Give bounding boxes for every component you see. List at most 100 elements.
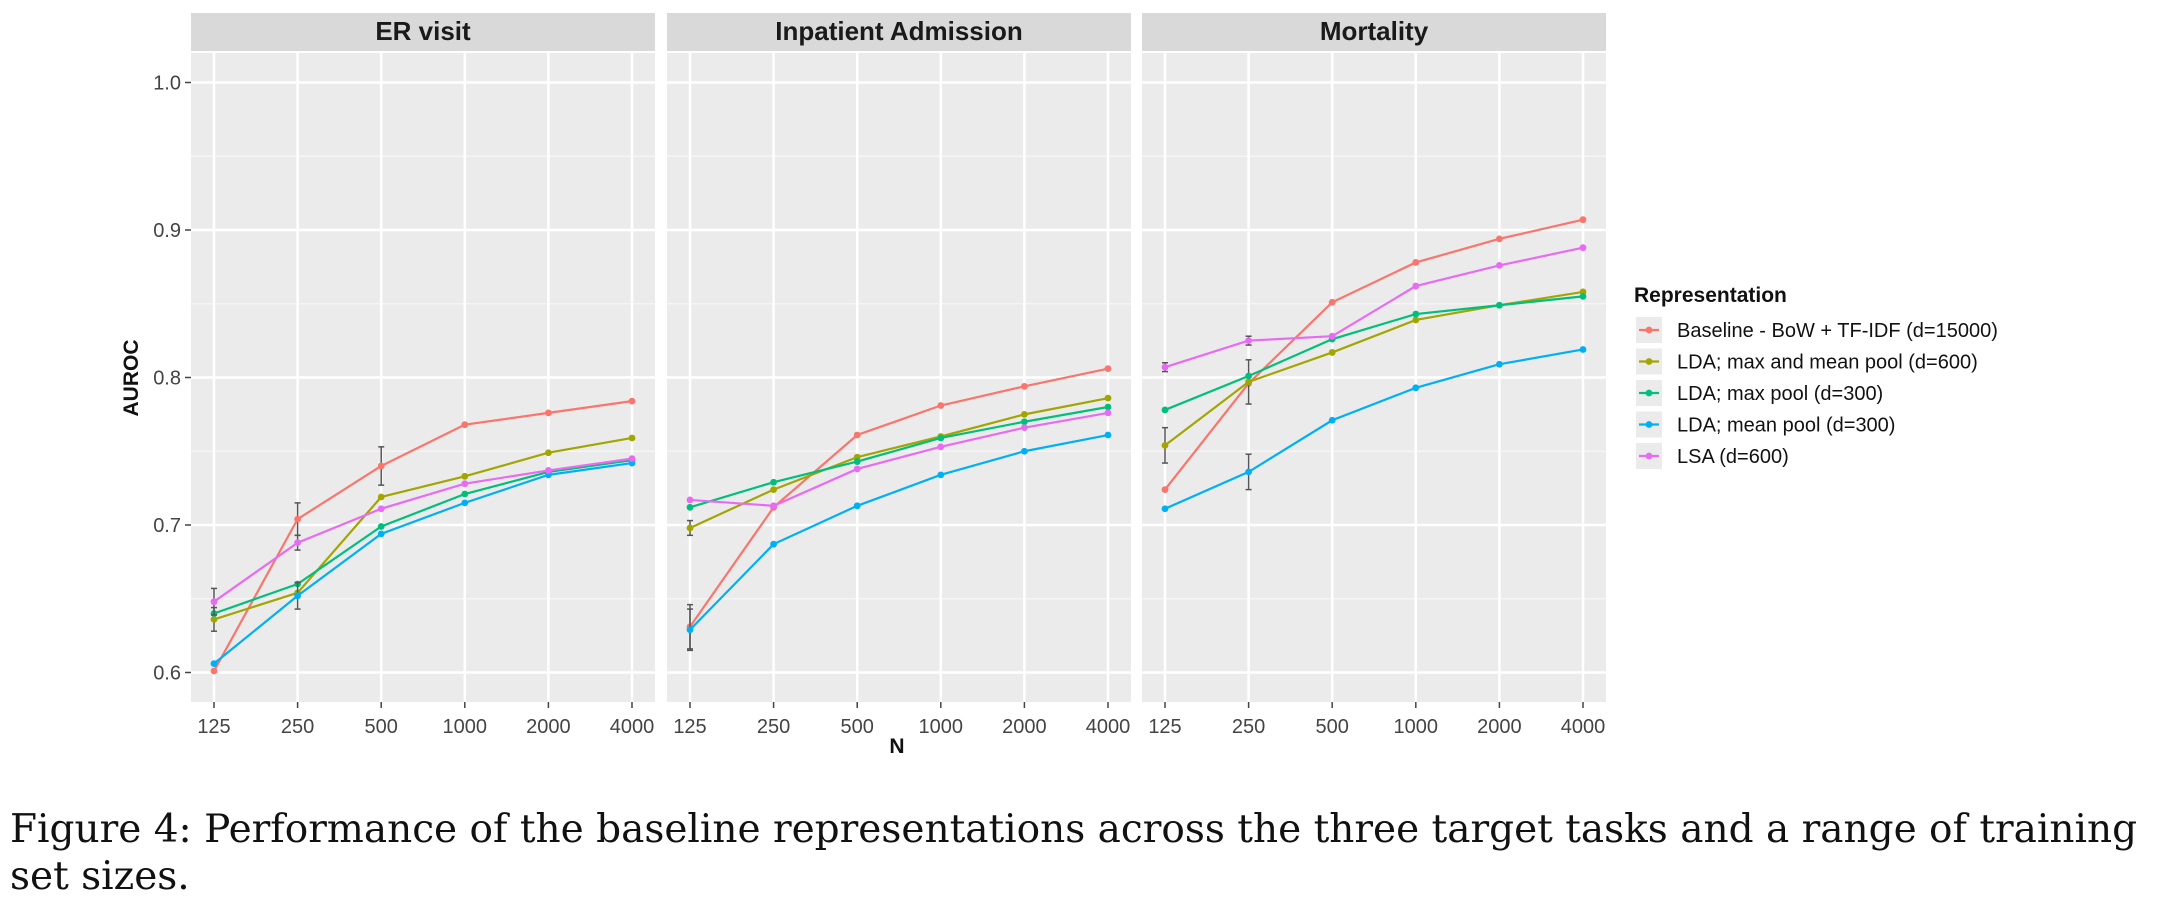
x-tick-label: 250 bbox=[281, 716, 314, 738]
legend-title: Representation bbox=[1634, 284, 1787, 307]
data-point bbox=[1021, 382, 1028, 390]
series-line bbox=[1164, 246, 1584, 369]
y-tick-label: 0.8 bbox=[153, 368, 181, 390]
data-point bbox=[1161, 406, 1169, 414]
data-point bbox=[853, 502, 861, 510]
data-point bbox=[770, 478, 777, 486]
x-tick-label: 4000 bbox=[1086, 716, 1131, 738]
x-tick-label: 125 bbox=[197, 716, 230, 738]
data-point bbox=[1328, 298, 1336, 306]
data-point bbox=[545, 449, 552, 457]
data-point bbox=[1328, 416, 1336, 424]
data-point bbox=[1579, 216, 1587, 224]
data-point bbox=[770, 502, 777, 510]
series-lda-mean-pool-d-300- bbox=[1161, 346, 1587, 513]
data-point bbox=[1245, 468, 1252, 476]
data-point bbox=[1021, 424, 1028, 432]
data-point bbox=[1104, 403, 1112, 411]
data-point bbox=[377, 505, 385, 513]
x-tick-label: 500 bbox=[365, 716, 398, 738]
data-point bbox=[1021, 410, 1028, 418]
legend-key-point bbox=[1645, 326, 1653, 334]
data-point bbox=[686, 524, 694, 532]
data-point bbox=[377, 493, 385, 501]
data-point bbox=[1496, 262, 1503, 269]
data-point bbox=[937, 434, 945, 442]
legend: Representation Baseline - BoW + TF-IDF (… bbox=[1634, 284, 1998, 469]
x-tick-label: 125 bbox=[1148, 716, 1181, 738]
data-point bbox=[770, 540, 777, 548]
x-tick-label: 2000 bbox=[526, 716, 571, 738]
series-lsa-d-600- bbox=[686, 409, 1112, 510]
figure-caption: Figure 4: Performance of the baseline re… bbox=[10, 807, 2138, 899]
x-tick-label: 1000 bbox=[919, 716, 964, 738]
legend-item: LSA (d=600) bbox=[1636, 443, 1789, 469]
data-point bbox=[1412, 316, 1420, 324]
data-point bbox=[686, 503, 694, 511]
data-point bbox=[461, 421, 469, 429]
series-line bbox=[1164, 348, 1584, 510]
data-point bbox=[377, 530, 385, 538]
series-line bbox=[1164, 218, 1584, 491]
panel-1: ER visit 125 250 500 1000 2000 4000 0.6 0.7 0.8 0.… bbox=[153, 13, 655, 738]
series-line bbox=[689, 411, 1109, 507]
data-point bbox=[545, 467, 552, 474]
data-point bbox=[1104, 365, 1112, 373]
data-point bbox=[545, 409, 552, 417]
data-point bbox=[1412, 310, 1420, 318]
data-point bbox=[294, 592, 301, 600]
data-point bbox=[1104, 409, 1112, 417]
data-point bbox=[937, 402, 945, 409]
x-tick-label: 250 bbox=[1232, 716, 1265, 738]
data-point bbox=[628, 434, 636, 442]
data-point bbox=[1496, 360, 1503, 368]
data-point bbox=[1161, 441, 1169, 449]
y-tick-label: 0.7 bbox=[153, 515, 181, 537]
x-tick-label: 4000 bbox=[610, 716, 655, 738]
data-point bbox=[1328, 332, 1336, 340]
series-lsa-d-600- bbox=[1161, 244, 1587, 373]
data-point bbox=[210, 616, 218, 623]
data-point bbox=[937, 443, 945, 451]
data-point bbox=[1579, 292, 1587, 300]
data-point bbox=[294, 515, 301, 523]
series-line bbox=[689, 405, 1109, 509]
series-line bbox=[1164, 295, 1584, 411]
data-point bbox=[628, 397, 636, 405]
series-line bbox=[689, 433, 1109, 631]
data-point bbox=[1161, 363, 1169, 371]
series-line bbox=[213, 436, 633, 621]
legend-key-point bbox=[1645, 421, 1653, 428]
data-point bbox=[1245, 372, 1252, 380]
faceted-line-chart: AUROC N ER visit 125 250 500 1000 2000 4000 0.6… bbox=[120, 13, 1998, 758]
data-point bbox=[1104, 394, 1112, 402]
data-point bbox=[294, 539, 301, 547]
legend-label: LDA; mean pool (d=300) bbox=[1677, 415, 1895, 437]
y-tick-label: 0.9 bbox=[153, 220, 181, 242]
series-line bbox=[689, 367, 1109, 628]
x-tick-label: 4000 bbox=[1561, 716, 1606, 738]
data-point bbox=[686, 496, 694, 504]
x-tick-label: 500 bbox=[841, 716, 874, 738]
series-lda-mean-pool-d-300- bbox=[210, 459, 636, 668]
data-point bbox=[937, 471, 945, 479]
legend-label: LSA (d=600) bbox=[1677, 446, 1789, 468]
data-point bbox=[461, 480, 469, 488]
series-line bbox=[213, 400, 633, 672]
data-point bbox=[628, 455, 636, 463]
data-point bbox=[853, 431, 861, 439]
data-point bbox=[1412, 259, 1420, 266]
y-tick-label: 1.0 bbox=[153, 73, 181, 95]
data-point bbox=[461, 490, 469, 498]
data-point bbox=[461, 499, 469, 507]
legend-label: Baseline - BoW + TF-IDF (d=15000) bbox=[1677, 320, 1998, 342]
data-point bbox=[377, 462, 385, 470]
data-point bbox=[1496, 301, 1503, 309]
data-point bbox=[1412, 282, 1420, 290]
y-tick-label: 0.6 bbox=[153, 663, 181, 685]
data-point bbox=[1496, 235, 1503, 243]
panel-strip bbox=[191, 13, 655, 51]
legend-key-point bbox=[1645, 389, 1653, 397]
series-lsa-d-600- bbox=[210, 455, 636, 616]
x-axis-title: N bbox=[889, 735, 904, 758]
